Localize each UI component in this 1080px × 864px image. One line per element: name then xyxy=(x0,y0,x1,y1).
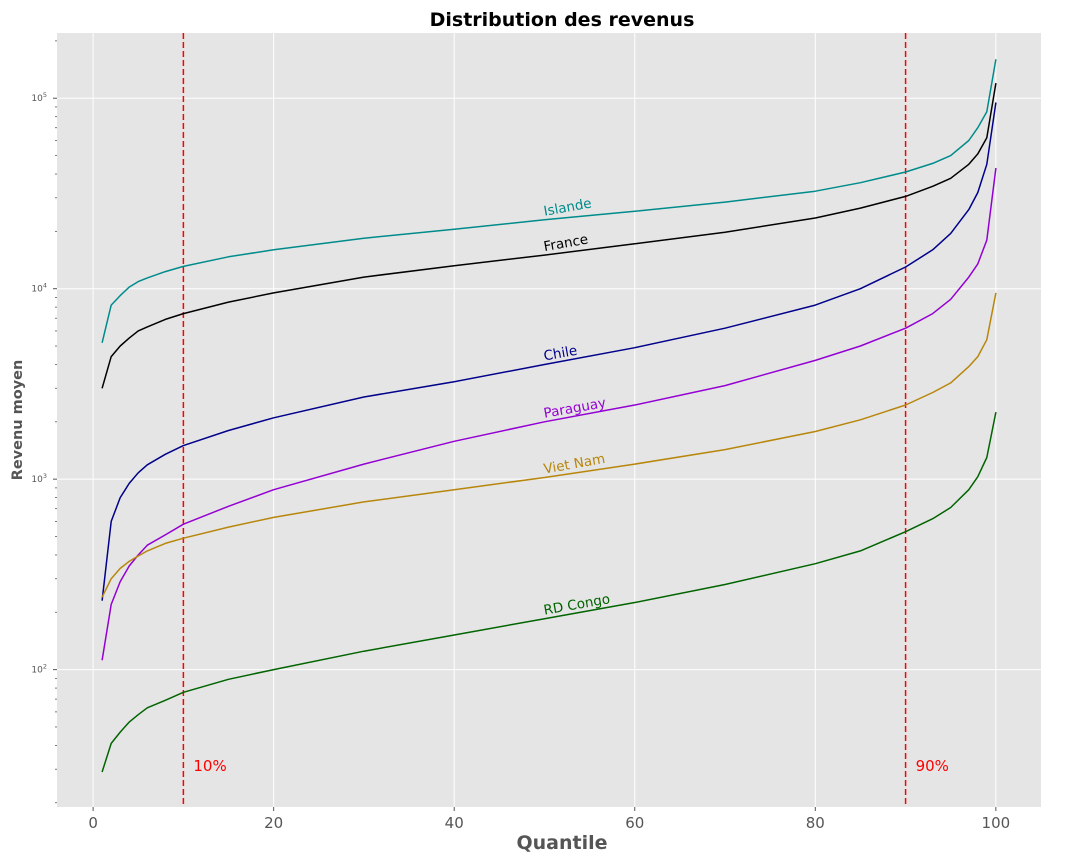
series-line xyxy=(101,292,997,598)
x-tick-label: 0 xyxy=(88,814,98,832)
x-tick-label: 20 xyxy=(264,814,283,832)
x-tick-label: 40 xyxy=(445,814,464,832)
series-line xyxy=(101,82,997,389)
x-tick-label: 100 xyxy=(982,814,1011,832)
y-tick-label: 104 xyxy=(31,282,47,295)
y-axis-label: Revenu moyen xyxy=(10,360,26,481)
y-tick-label: 102 xyxy=(31,663,47,676)
plot-area xyxy=(57,33,1041,807)
series-label: France xyxy=(542,232,589,256)
series-line xyxy=(101,102,997,601)
reference-lines: 10% 90% xyxy=(182,33,949,807)
x-tick-label: 80 xyxy=(806,814,825,832)
series-line xyxy=(101,59,997,343)
reference-line-label: 10% xyxy=(193,757,226,775)
chart-title: Distribution des revenus xyxy=(430,9,695,31)
x-axis-ticks: 0 20 40 60 80 100 xyxy=(88,807,1010,832)
x-tick-label: 60 xyxy=(625,814,644,832)
reference-line-label: 90% xyxy=(916,757,949,775)
y-axis-ticks: 102 103 104 105 xyxy=(31,40,57,804)
x-axis-label: Quantile xyxy=(516,832,607,854)
series-line xyxy=(101,411,997,773)
grid-lines xyxy=(57,33,1041,807)
y-tick-label: 103 xyxy=(31,472,47,485)
y-tick-label: 105 xyxy=(31,91,47,104)
series-label: Chile xyxy=(542,343,578,365)
series-lines xyxy=(101,59,997,773)
